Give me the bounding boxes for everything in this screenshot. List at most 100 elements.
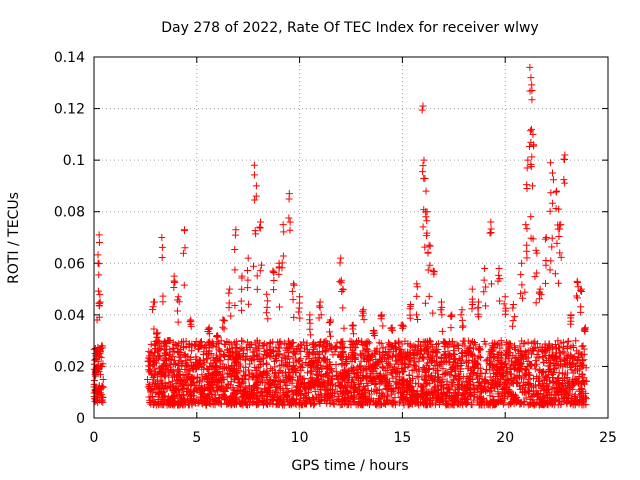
data-point-band (297, 341, 305, 349)
data-point-stem (338, 287, 346, 295)
data-point-band (516, 385, 524, 393)
data-point (518, 259, 526, 267)
data-point-stem (542, 279, 550, 287)
data-point-band (217, 371, 225, 379)
data-point-stem (533, 249, 541, 257)
data-point-band (228, 370, 236, 378)
data-point-stem (548, 243, 556, 251)
data-point-band (145, 347, 153, 355)
data-point-band (343, 389, 351, 397)
data-point (420, 156, 428, 164)
data-point-stem (244, 284, 252, 292)
data-point-stem (447, 324, 455, 332)
data-point-band (494, 388, 502, 396)
data-point-stem (325, 318, 333, 326)
data-point-stem (414, 316, 422, 324)
data-point-band (559, 363, 567, 371)
data-point-band (263, 393, 271, 401)
data-point-band (540, 393, 548, 401)
data-point-band (242, 352, 250, 360)
data-point-stem (413, 283, 421, 291)
data-point-band (457, 359, 465, 367)
data-point-band (577, 361, 585, 369)
data-point-stem (423, 229, 431, 237)
data-point-stem (412, 311, 420, 319)
data-point-stem (174, 296, 182, 304)
data-point-band (168, 393, 176, 401)
data-point (95, 231, 103, 239)
data-point-band (182, 362, 190, 370)
data-point-band (443, 357, 451, 365)
data-point-stem (219, 316, 227, 324)
data-point-band (549, 378, 557, 386)
data-point-band (239, 379, 247, 387)
data-point-band (163, 385, 171, 393)
data-point-stem (560, 155, 568, 163)
plot-frame (93, 56, 609, 419)
data-point-band (187, 381, 195, 389)
data-point-band (372, 380, 380, 388)
data-point-band (359, 349, 367, 357)
data-point-band (344, 372, 352, 380)
grid-lines (94, 57, 608, 418)
data-point-band (268, 392, 276, 400)
data-point-band (216, 347, 224, 355)
data-point-band (478, 385, 486, 393)
data-point-band (337, 382, 345, 390)
data-point-band (542, 372, 550, 380)
data-point-stem (256, 224, 264, 232)
data-point-band (343, 397, 351, 405)
data-point-stem (509, 317, 517, 325)
data-point-stem (306, 316, 314, 324)
data-point-stem (426, 261, 434, 269)
data-point-band (477, 396, 485, 404)
data-point-band (563, 352, 571, 360)
data-point-stem (581, 325, 589, 333)
data-point-stem (553, 239, 561, 247)
data-point-band (506, 370, 514, 378)
data-point-band (491, 363, 499, 371)
data-point-band (540, 359, 548, 367)
data-point-band (211, 356, 219, 364)
data-point-band (373, 387, 381, 395)
data-point-band (535, 396, 543, 404)
data-point-band (552, 364, 560, 372)
data-point-band (168, 367, 176, 375)
data-point-stem (496, 297, 504, 305)
data-point-stem (480, 276, 488, 284)
data-point-band (275, 378, 283, 386)
data-point-band (284, 388, 292, 396)
data-point-band (575, 354, 583, 362)
data-point-band (268, 366, 276, 374)
data-point-band (399, 376, 407, 384)
data-point-band (403, 348, 411, 356)
data-point-stem (253, 285, 261, 293)
data-point-band (303, 394, 311, 402)
data-point-band (154, 401, 162, 409)
data-point (528, 87, 536, 95)
data-point-stem (285, 214, 293, 222)
data-point-band (219, 350, 227, 358)
data-point-stem (517, 271, 525, 279)
data-point-band (486, 392, 494, 400)
data-point-stem (480, 288, 488, 296)
y-tick-label: 0.14 (54, 50, 85, 66)
data-point-band (168, 386, 176, 394)
data-point-band (470, 393, 478, 401)
data-point-band (449, 400, 457, 408)
data-point-band (480, 395, 488, 403)
data-point-stem (482, 283, 490, 291)
data-point-band (423, 345, 431, 353)
data-point-band (309, 341, 317, 349)
data-point-band (465, 345, 473, 353)
data-point-band (439, 370, 447, 378)
data-point-band (260, 347, 268, 355)
data-point-band (475, 382, 483, 390)
data-point-band (322, 381, 330, 389)
data-point-band (402, 395, 410, 403)
data-point-band (551, 340, 559, 348)
data-point-band (245, 370, 253, 378)
data-point-band (413, 346, 421, 354)
data-point-stem (447, 312, 455, 320)
